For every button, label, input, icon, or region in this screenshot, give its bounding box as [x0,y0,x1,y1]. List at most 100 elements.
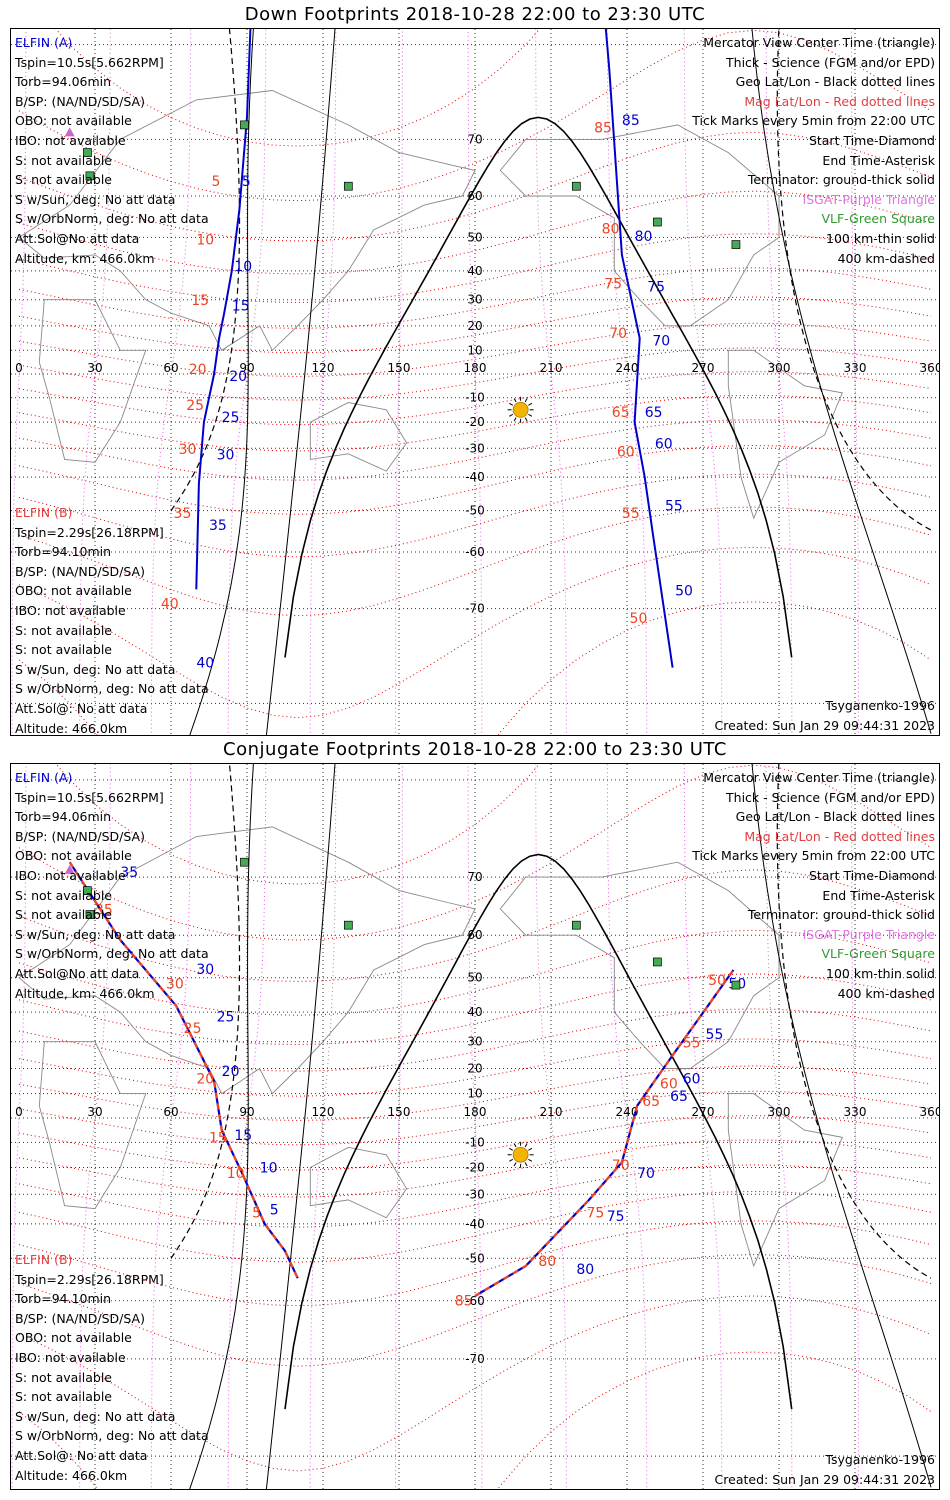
elfin-b-time-tick: 5 [252,1206,261,1222]
down-footprints-map[interactable]: 0 30 60 90 120 150 180 210 240 270 300 330 360 70 60 50… [11,29,940,736]
elfin-a-bsp: B/SP: (NA/ND/SD/SA) [15,93,145,109]
vlf-square-icon [653,957,662,967]
lat-tick-label: 10 [467,1087,482,1101]
elfin-a-altitude: Altitude, km: 466.0km [15,250,155,266]
elfin-a-time-tick: 5 [270,1203,279,1219]
lat-tick-label: -30 [465,1187,485,1201]
lon-tick-label: 240 [616,1105,639,1119]
elfin-a-time-tick: 40 [196,656,214,672]
elfin-b-time-tick: 75 [604,277,622,293]
thin-100km-line [751,29,932,734]
continent-outline [499,861,780,1069]
lon-tick-label: 300 [768,361,791,375]
lat-tick-label: 70 [467,132,482,146]
elfin-b-time-tick: 65 [642,1094,660,1110]
lon-tick-label: 270 [692,361,715,375]
sun-ray [509,1158,514,1162]
continent-outline [309,402,408,472]
legend-view-center: Mercator View Center Time (triangle) [703,770,935,785]
elfin-a-label: ELFIN (A) [15,770,73,785]
elfin-a-time-tick: 80 [576,1262,594,1278]
thin-100km-line [265,764,336,1489]
mag-lat-gridline [18,131,932,242]
elfin-a-torb: Torb=94.06min [15,809,112,825]
thin-100km-line [189,764,254,1489]
elfin-b-time-tick: 60 [660,1077,678,1093]
mag-lat-gridline [18,1254,932,1367]
elfin-b-sun: S w/Sun, deg: No att data [15,661,176,677]
lat-tick-label: 60 [467,928,482,942]
legend-geo: Geo Lat/Lon - Black dotted lines [735,809,935,825]
mag-lat-gridline [18,1139,932,1198]
vlf-square-icon [240,120,249,130]
elfin-b-time-tick: 50 [630,611,648,627]
lon-tick-label: 150 [388,361,411,375]
elfin-a-time-tick: 60 [655,436,673,452]
mag-lat-gridline [18,764,932,941]
mag-lat-gridline [18,419,932,481]
mag-lat-gridline [18,506,932,617]
mag-lat-gridline [18,29,932,202]
conjugate-footprints-map[interactable]: 0 30 60 90 120 150 180 210 240 270 300 330 360 70 60 50… [11,764,940,1490]
elfin-a-info: ELFIN (A) Tspin=10.5s[5.662RPM] Torb=94.… [15,33,209,268]
elfin-a-torb: Torb=94.06min [15,74,112,90]
terminator-line [284,853,793,1410]
mag-lon-gridline [683,764,723,1489]
sun-ray [513,398,517,403]
legend-end: End Time-Asterisk [822,152,935,168]
elfin-a-info: ELFIN (A) Tspin=10.5s[5.662RPM] Torb=94.… [15,768,209,1003]
lon-tick-label: 30 [87,1105,102,1119]
lon-tick-label: 90 [239,1105,254,1119]
legend-terminator: Terminator: ground-thick solid [747,907,935,923]
elfin-a-attsol: Att.Sol@No att data [15,965,140,981]
mag-lat-gridline [18,546,932,719]
footer-model: Tsyganenko-1996 [825,1452,935,1467]
sun-ray [509,402,514,406]
legend-400km: 400 km-dashed [837,985,935,1001]
elfin-a-time-tick: 70 [637,1166,655,1182]
legend-mag: Mag Lat/Lon - Red dotted lines [744,93,935,109]
vlf-square-icon [343,181,353,191]
dashed-400km-line [170,764,241,1259]
continent-outline [499,124,780,327]
lat-tick-label: 70 [467,870,482,884]
elfin-a-orbnorm: S w/OrbNorm, deg: No att data [15,211,209,227]
elfin-a-time-tick: 10 [260,1161,278,1177]
elfin-b-time-tick: 80 [538,1254,556,1270]
lat-tick-label: -70 [465,1352,485,1366]
elfin-b-sun: S w/Sun, deg: No att data [15,1408,176,1424]
elfin-a-time-tick: 50 [675,583,693,599]
sun-icon [512,401,529,418]
dashed-400km-line [776,29,932,531]
elfin-a-sun: S w/Sun, deg: No att data [15,191,176,207]
sun-ray [513,1143,517,1148]
mag-lon-gridline [535,764,567,1489]
elfin-b-time-tick: 85 [455,1294,473,1310]
lon-tick-label: 120 [312,1105,335,1119]
elfin-b-track [68,861,299,1279]
elfin-b-time-tick: 20 [196,1072,214,1088]
lat-tick-label: 50 [467,971,482,985]
mag-lat-gridline [18,1008,932,1072]
mag-lon-gridline [227,764,267,1489]
elfin-b-info: ELFIN (B) Tspin=2.29s[26.18RPM] Torb=94.… [15,503,209,735]
lon-tick-label: 0 [15,1105,23,1119]
legend-100km: 100 km-thin solid [826,230,935,246]
lat-tick-label: -10 [465,391,485,405]
mag-lat-gridline [18,190,932,275]
lon-tick-label: 120 [312,361,335,375]
elfin-a-orbnorm: S w/OrbNorm, deg: No att data [15,946,209,962]
lon-tick-label: 210 [540,361,563,375]
elfin-a-label: ELFIN (A) [15,35,73,50]
elfin-a-time-tick: 10 [234,259,252,275]
elfin-a-time-tick: 15 [234,1128,252,1144]
lon-tick-label: 330 [844,1105,867,1119]
elfin-b-bsp: B/SP: (NA/ND/SD/SA) [15,1310,145,1326]
legend-end: End Time-Asterisk [822,887,935,903]
elfin-b-label: ELFIN (B) [15,1252,73,1267]
mag-lat-gridline [18,473,932,558]
elfin-b-attsol: Att.Sol@: No att data [15,1447,148,1463]
mag-lon-gridline [535,29,567,735]
elfin-b-ibo: IBO: not available [15,1349,126,1365]
lat-tick-label: 20 [467,1062,482,1076]
